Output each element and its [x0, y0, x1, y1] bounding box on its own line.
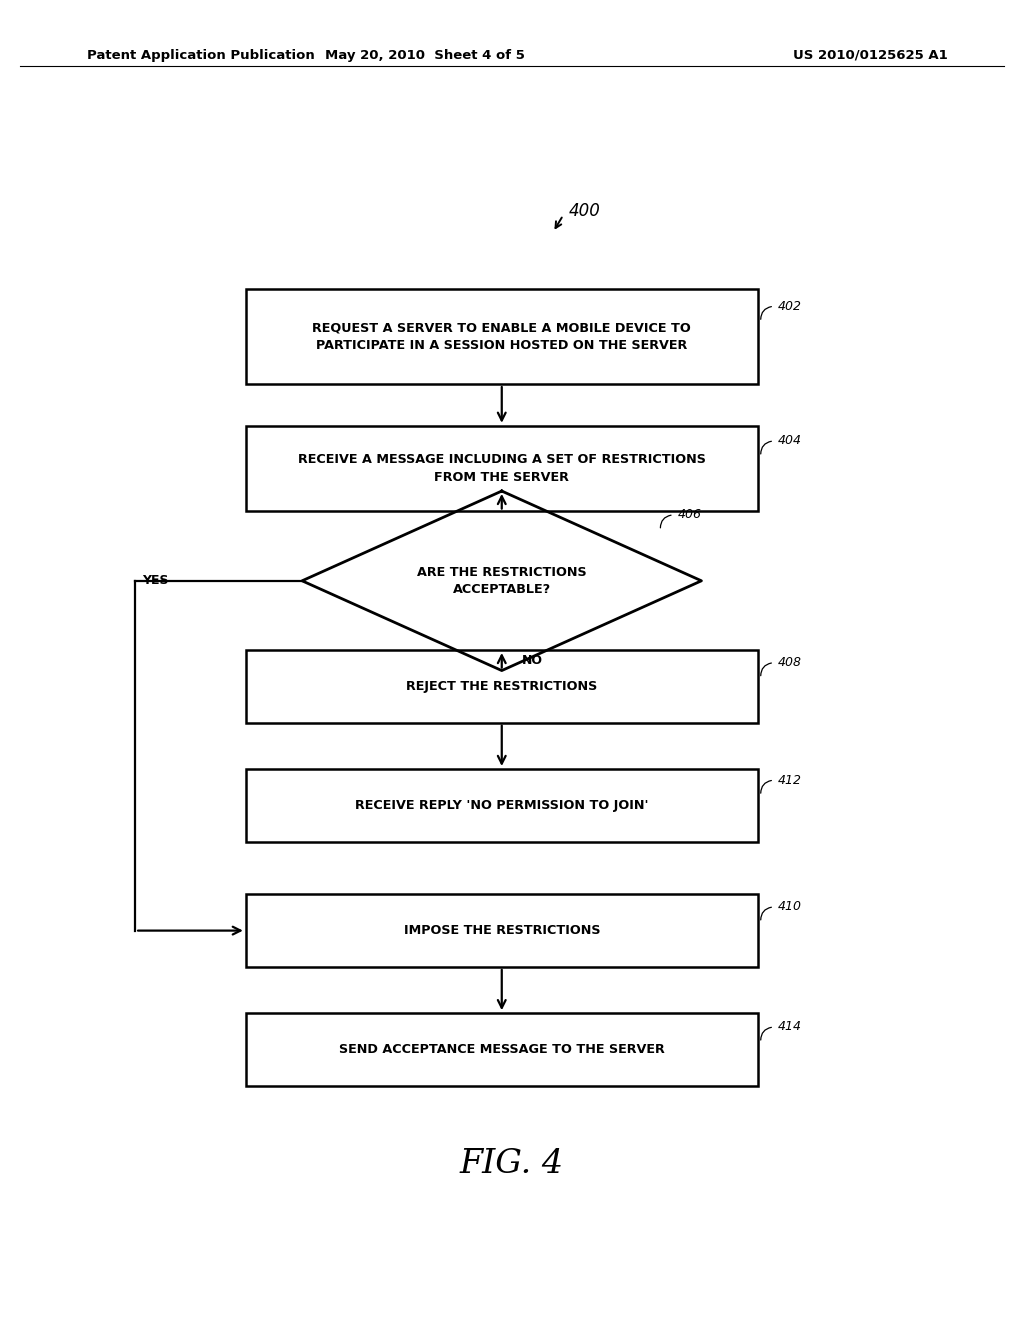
Text: 400: 400 [568, 202, 600, 220]
Text: NO: NO [522, 653, 544, 667]
Text: SEND ACCEPTANCE MESSAGE TO THE SERVER: SEND ACCEPTANCE MESSAGE TO THE SERVER [339, 1043, 665, 1056]
Text: 404: 404 [778, 434, 802, 447]
Text: YES: YES [142, 574, 169, 587]
Text: 414: 414 [778, 1020, 802, 1034]
Text: REQUEST A SERVER TO ENABLE A MOBILE DEVICE TO
PARTICIPATE IN A SESSION HOSTED ON: REQUEST A SERVER TO ENABLE A MOBILE DEVI… [312, 321, 691, 352]
Text: 402: 402 [778, 300, 802, 313]
Text: Patent Application Publication: Patent Application Publication [87, 49, 314, 62]
Text: FIG. 4: FIG. 4 [460, 1148, 564, 1180]
Text: 406: 406 [678, 508, 701, 521]
Text: 408: 408 [778, 656, 802, 669]
FancyBboxPatch shape [246, 289, 758, 384]
Text: REJECT THE RESTRICTIONS: REJECT THE RESTRICTIONS [407, 680, 597, 693]
Text: ARE THE RESTRICTIONS
ACCEPTABLE?: ARE THE RESTRICTIONS ACCEPTABLE? [417, 565, 587, 597]
FancyBboxPatch shape [246, 651, 758, 723]
Text: RECEIVE A MESSAGE INCLUDING A SET OF RESTRICTIONS
FROM THE SERVER: RECEIVE A MESSAGE INCLUDING A SET OF RES… [298, 453, 706, 484]
Text: 410: 410 [778, 900, 802, 913]
FancyBboxPatch shape [246, 425, 758, 511]
FancyBboxPatch shape [246, 895, 758, 966]
Text: May 20, 2010  Sheet 4 of 5: May 20, 2010 Sheet 4 of 5 [325, 49, 525, 62]
Text: RECEIVE REPLY 'NO PERMISSION TO JOIN': RECEIVE REPLY 'NO PERMISSION TO JOIN' [355, 799, 648, 812]
FancyBboxPatch shape [246, 1014, 758, 1085]
Text: US 2010/0125625 A1: US 2010/0125625 A1 [793, 49, 948, 62]
Text: 412: 412 [778, 774, 802, 787]
FancyBboxPatch shape [246, 768, 758, 842]
Text: IMPOSE THE RESTRICTIONS: IMPOSE THE RESTRICTIONS [403, 924, 600, 937]
